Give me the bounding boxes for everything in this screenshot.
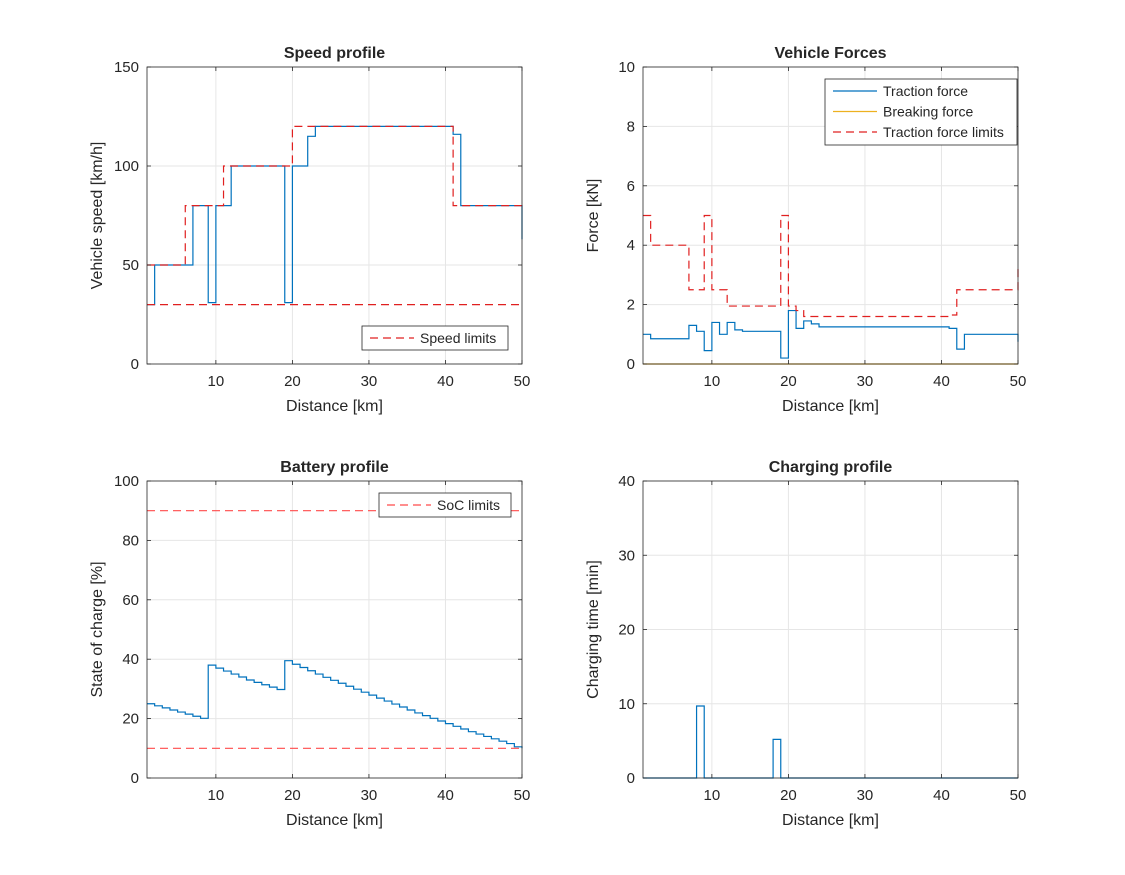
x-tick-label: 40: [933, 373, 950, 390]
x-axis-label: Distance [km]: [782, 812, 879, 829]
x-tick-label: 50: [1010, 373, 1027, 390]
chart-title: Speed profile: [284, 45, 385, 62]
chart-2: 10 20 30 40 50 0 2 4 6 8 10 Vehicle Forces Distance …: [585, 45, 1026, 415]
x-tick-label: 30: [857, 373, 874, 390]
series-state-of-charge: [147, 660, 523, 749]
axes-box: [146, 480, 523, 779]
chart-title: Vehicle Forces: [774, 45, 886, 62]
y-tick-label: 6: [627, 178, 635, 195]
x-tick-label: 30: [361, 373, 378, 390]
series-traction-force: [643, 309, 1019, 359]
chart-title: Charging profile: [769, 459, 893, 476]
y-tick-label: 20: [618, 622, 635, 639]
y-tick-label: 20: [122, 711, 139, 728]
x-axis-label: Distance [km]: [782, 398, 879, 415]
y-tick-label: 8: [627, 118, 635, 135]
y-tick-label: 0: [131, 770, 139, 787]
legend-entry: Speed limits: [420, 330, 496, 346]
chart-3: 10 20 30 40 50 0 20 40 60 80 100 Battery profile Dis…: [89, 459, 530, 829]
x-tick-label: 20: [284, 373, 301, 390]
y-tick-label: 50: [122, 257, 139, 274]
chart-1: 10 20 30 40 50 0 50 100 150 Speed profile Distance…: [89, 45, 530, 415]
y-tick-label: 100: [114, 158, 139, 175]
x-tick-label: 20: [780, 787, 797, 804]
y-tick-label: 0: [627, 356, 635, 373]
x-tick-label: 40: [437, 373, 454, 390]
series-traction-force-limits: [643, 214, 1019, 318]
y-tick-label: 0: [131, 356, 139, 373]
x-tick-label: 10: [704, 787, 721, 804]
y-tick-label: 40: [122, 651, 139, 668]
legend-entry: Traction force limits: [883, 124, 1004, 140]
x-axis-label: Distance [km]: [286, 398, 383, 415]
y-tick-label: 40: [618, 473, 635, 490]
legend-entry: Traction force: [883, 83, 968, 99]
axes-box: [146, 66, 523, 365]
y-axis-label: State of charge [%]: [89, 561, 106, 697]
y-tick-label: 100: [114, 473, 139, 490]
x-tick-label: 30: [361, 787, 378, 804]
y-tick-label: 150: [114, 59, 139, 76]
legend: Traction force Breaking force Traction for…: [824, 78, 1018, 146]
y-tick-label: 0: [627, 770, 635, 787]
x-axis-label: Distance [km]: [286, 812, 383, 829]
x-tick-label: 10: [208, 373, 225, 390]
x-tick-label: 50: [514, 373, 531, 390]
series-speed-limits: [147, 125, 522, 266]
y-tick-label: 80: [122, 532, 139, 549]
x-tick-label: 10: [208, 787, 225, 804]
y-tick-label: 10: [618, 696, 635, 713]
y-tick-label: 30: [618, 547, 635, 564]
x-tick-label: 20: [780, 373, 797, 390]
x-tick-label: 20: [284, 787, 301, 804]
y-axis-label: Vehicle speed [km/h]: [89, 142, 106, 290]
x-tick-label: 30: [857, 787, 874, 804]
x-tick-label: 40: [933, 787, 950, 804]
legend-entry: SoC limits: [437, 497, 500, 513]
chart-4: 10 20 30 40 50 0 10 20 30 40 Charging profile Dista…: [585, 459, 1026, 829]
y-axis-label: Charging time [min]: [585, 560, 602, 699]
x-tick-label: 50: [514, 787, 531, 804]
plot-area: [147, 67, 522, 364]
series-speed: [147, 125, 523, 306]
plot-area: [147, 481, 522, 778]
y-tick-label: 2: [627, 297, 635, 314]
legend-entry: Breaking force: [883, 104, 973, 120]
legend: Speed limits: [361, 325, 509, 351]
y-axis-label: Force [kN]: [585, 179, 602, 253]
axes-box: [642, 66, 1019, 365]
y-tick-label: 10: [618, 59, 635, 76]
legend: SoC limits: [378, 492, 512, 518]
x-tick-label: 40: [437, 787, 454, 804]
x-tick-label: 50: [1010, 787, 1027, 804]
chart-title: Battery profile: [280, 459, 389, 476]
y-tick-label: 4: [627, 237, 635, 254]
x-tick-label: 10: [704, 373, 721, 390]
y-tick-label: 60: [122, 592, 139, 609]
